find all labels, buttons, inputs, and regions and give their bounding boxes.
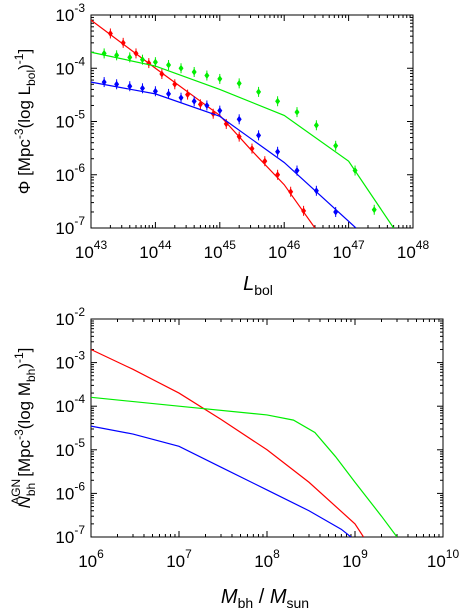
x-tick-label: 1048: [397, 238, 430, 262]
data-point: [294, 167, 300, 175]
x-tick-label: 1043: [75, 238, 108, 262]
data-point: [133, 49, 139, 57]
data-point: [101, 78, 107, 86]
data-point: [127, 53, 133, 61]
series-line: [91, 348, 365, 537]
data-point: [191, 97, 197, 105]
data-point: [120, 39, 126, 47]
plot-frame: [90, 14, 414, 229]
data-point: [178, 94, 184, 102]
series-line: [91, 81, 357, 228]
data-point: [139, 84, 145, 92]
data-point: [127, 82, 133, 90]
data-point: [178, 64, 184, 72]
data-point: [152, 58, 158, 66]
data-point: [301, 207, 307, 215]
x-tick-label: 108: [254, 547, 280, 571]
data-point: [275, 97, 281, 105]
data-point: [352, 167, 358, 175]
series-group: [91, 19, 395, 228]
y-tick-label: 10-4: [55, 54, 85, 78]
data-point: [256, 88, 262, 96]
data-point: [191, 68, 197, 76]
data-point: [313, 121, 319, 129]
data-point: [262, 157, 268, 165]
x-tick-label: 107: [166, 547, 192, 571]
data-point: [172, 80, 178, 88]
luminosity-function-panel: 1043 1044 1045 1046 1047 1048 10-7 10-6 10-5 10-4…: [12, 1, 429, 298]
x-tick-label: 1010: [427, 547, 460, 571]
x-axis-label: Mbh / Msun: [221, 586, 309, 611]
data-point: [101, 49, 107, 57]
data-point: [166, 61, 172, 69]
series-line: [91, 396, 398, 537]
y-tick-label: 10-5: [55, 436, 85, 460]
data-point: [275, 148, 281, 156]
y-tick-label: 10-7: [55, 523, 85, 547]
x-axis-label: Lbol: [243, 273, 273, 298]
data-point: [152, 87, 158, 95]
data-point: [371, 206, 377, 214]
data-point: [236, 115, 242, 123]
x-tick-label: 1047: [332, 238, 365, 262]
y-tick-label: 10-5: [55, 108, 85, 132]
x-tick-label: 109: [342, 547, 368, 571]
series-group: [91, 348, 398, 537]
data-point: [333, 142, 339, 150]
data-point: [249, 145, 255, 153]
data-point: [197, 100, 203, 108]
y-tick-label: 10-3: [55, 349, 85, 373]
data-point: [236, 79, 242, 87]
data-point: [114, 80, 120, 88]
y-tick-label: 10-6: [55, 161, 85, 185]
data-point: [217, 75, 223, 83]
y-tick-label: 10-6: [55, 479, 85, 503]
data-point: [217, 107, 223, 115]
y-tick-label: 10-2: [55, 305, 85, 329]
series-line: [91, 19, 316, 228]
data-point: [107, 29, 113, 37]
data-point: [275, 171, 281, 179]
data-point: [159, 70, 165, 78]
data-point: [139, 56, 145, 64]
y-axis-label: Φ [Mpc-3(log Lbol)-1]: [12, 49, 38, 194]
data-point: [313, 187, 319, 195]
data-point: [333, 208, 339, 216]
y-axis-label: NbhAGN[Mpc-3(log Mbh)-1]: [9, 348, 38, 509]
x-tick-label: 106: [78, 547, 104, 571]
data-point: [204, 72, 210, 80]
series-line: [91, 425, 352, 537]
x-tick-label: 1046: [268, 238, 301, 262]
y-tick-label: 10-4: [55, 392, 85, 416]
x-tick-label: 1045: [204, 238, 237, 262]
black-hole-mass-function-panel: 106 107 108 109 1010 10-7 10-6 10-5 10-4 10-3 10-2…: [9, 305, 459, 611]
plot-frame: [90, 318, 444, 538]
data-point: [288, 188, 294, 196]
y-tick-label: 10-3: [55, 1, 85, 25]
data-point: [256, 131, 262, 139]
x-tick-label: 1044: [139, 238, 172, 262]
data-point: [166, 90, 172, 98]
data-point: [185, 91, 191, 99]
data-point: [114, 51, 120, 59]
data-point: [294, 108, 300, 116]
data-point: [204, 101, 210, 109]
data-point: [236, 133, 242, 141]
y-tick-label: 10-7: [55, 214, 85, 238]
